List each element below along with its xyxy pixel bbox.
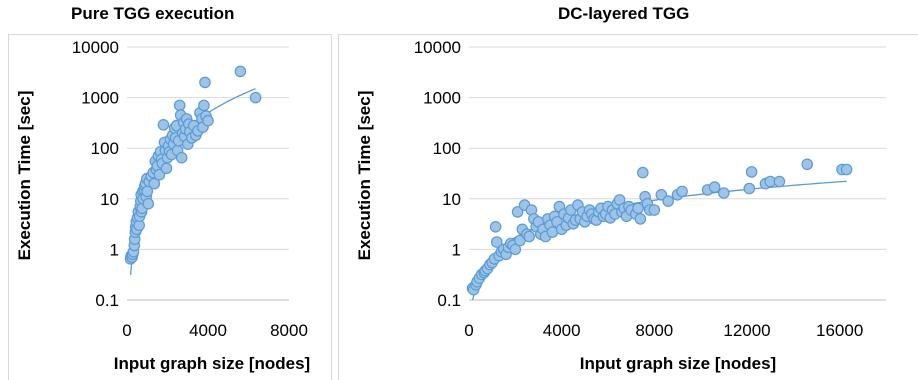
chart-panel-left	[8, 34, 332, 380]
left-y-tick-label: 100	[91, 139, 119, 158]
right-data-point	[743, 182, 756, 195]
left-y-tick-label: 10000	[72, 38, 119, 57]
left-y-axis-title: Execution Time [sec]	[15, 91, 34, 261]
right-y-tick-label: 10000	[414, 38, 461, 57]
right-y-axis-title: Execution Time [sec]	[355, 91, 374, 261]
left-x-tick-label: 4000	[189, 321, 227, 340]
left-data-point	[249, 91, 262, 104]
left-data-point	[198, 99, 210, 112]
right-data-point	[489, 221, 502, 233]
right-data-point	[648, 204, 661, 216]
left-data-point	[199, 76, 211, 89]
right-data-point	[708, 181, 721, 193]
right-data-point	[717, 187, 730, 199]
right-y-tick-label: 0.1	[437, 291, 461, 310]
left-data-point	[175, 151, 188, 164]
right-x-tick-label: 12000	[723, 321, 770, 340]
left-data-point	[157, 119, 170, 131]
left-y-tick-label: 1000	[81, 89, 119, 108]
right-data-point	[632, 202, 644, 215]
left-data-point	[160, 162, 173, 175]
chart-title-right: DC-layered TGG	[558, 4, 690, 23]
left-y-tick-label: 0.1	[95, 291, 119, 310]
right-x-tick-label: 8000	[635, 321, 673, 340]
right-data-point	[523, 230, 535, 243]
right-y-tick-label: 10	[442, 190, 461, 209]
right-data-point	[490, 236, 503, 248]
left-data-point	[234, 65, 247, 78]
right-data-point	[636, 166, 649, 179]
right-x-tick-label: 0	[464, 321, 473, 340]
left-y-tick-label: 1	[110, 240, 119, 259]
left-data-point	[173, 99, 186, 112]
left-data-point	[142, 197, 155, 210]
right-data-point	[676, 185, 688, 198]
right-x-tick-label: 4000	[543, 321, 581, 340]
left-y-tick-label: 10	[100, 190, 119, 209]
right-x-tick-label: 16000	[816, 321, 863, 340]
left-x-axis-title: Input graph size [nodes]	[114, 354, 310, 373]
left-data-point	[202, 114, 214, 127]
right-y-tick-label: 100	[433, 139, 461, 158]
right-data-point	[511, 206, 524, 218]
chart-title-left: Pure TGG execution	[71, 4, 235, 23]
right-data-point	[662, 195, 674, 207]
right-x-axis-title: Input graph size [nodes]	[580, 354, 776, 373]
right-data-point	[840, 163, 853, 176]
right-data-point	[745, 166, 758, 178]
left-x-tick-label: 8000	[270, 321, 308, 340]
right-y-tick-label: 1	[452, 240, 461, 259]
right-y-tick-label: 1000	[423, 89, 461, 108]
right-data-point	[634, 213, 647, 225]
left-x-tick-label: 0	[122, 321, 131, 340]
right-data-point	[773, 175, 786, 188]
left-data-point	[148, 177, 161, 190]
right-data-point	[509, 243, 522, 256]
right-data-point	[801, 158, 813, 171]
left-data-point	[153, 168, 166, 181]
